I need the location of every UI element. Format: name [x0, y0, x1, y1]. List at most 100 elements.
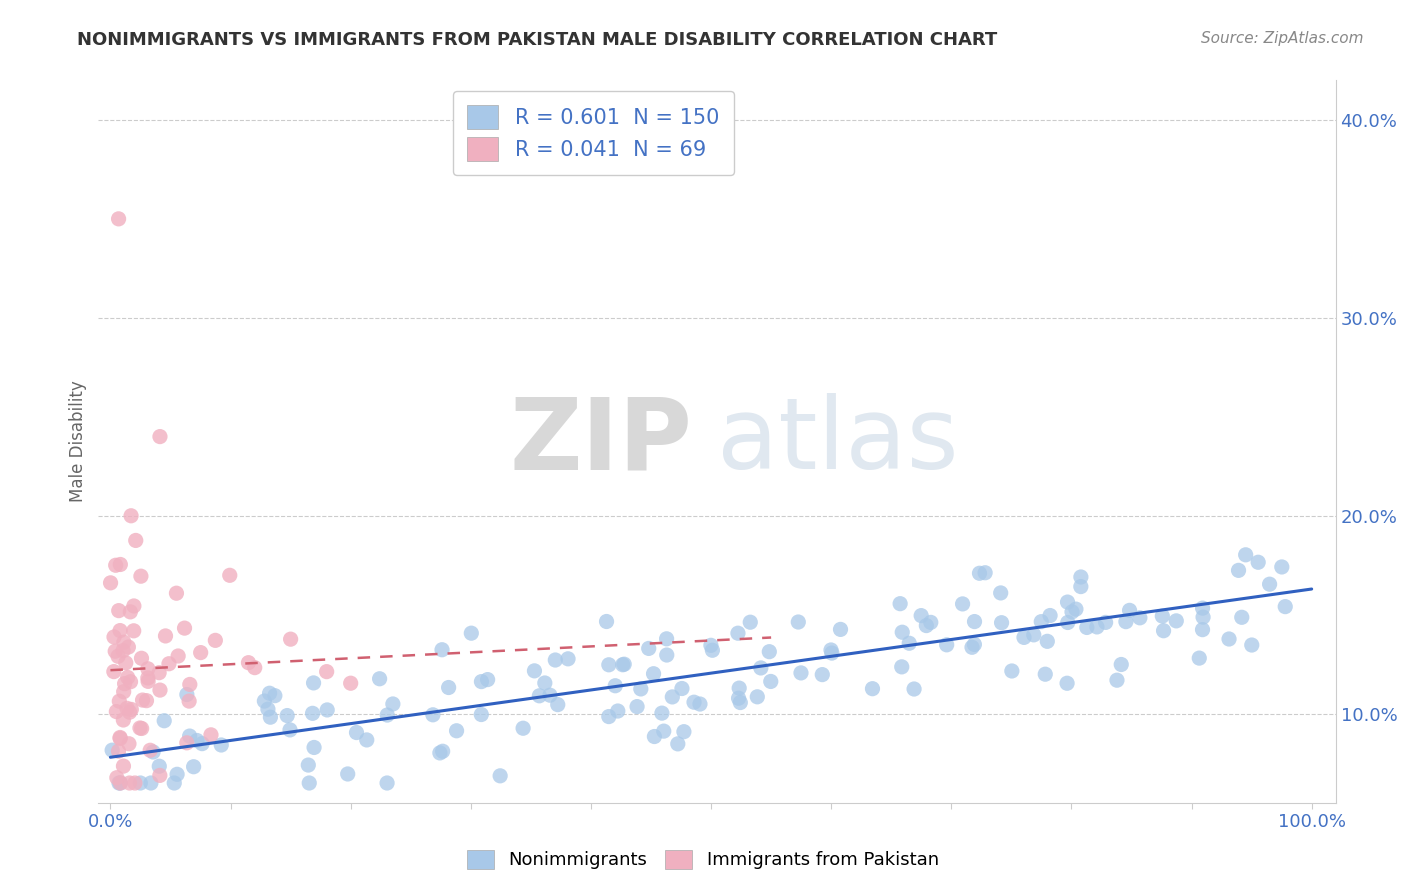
Point [595, 615, 617, 629]
Point [186, 733, 208, 747]
Point [148, 759, 170, 773]
Point [730, 696, 752, 710]
Point [173, 621, 195, 635]
Point [820, 643, 842, 657]
Point [120, 674, 142, 689]
Point [432, 744, 454, 758]
Point [108, 694, 131, 708]
Point [862, 681, 884, 696]
Point [1166, 614, 1188, 628]
Point [890, 660, 912, 674]
Point [176, 688, 198, 702]
Point [115, 701, 138, 715]
Point [637, 641, 659, 656]
Point [243, 660, 266, 674]
Point [683, 695, 706, 709]
Point [661, 690, 683, 704]
Text: ZIP: ZIP [509, 393, 692, 490]
Point [1094, 615, 1116, 630]
Point [107, 211, 129, 226]
Point [107, 744, 129, 758]
Point [1240, 638, 1263, 652]
Point [969, 566, 991, 581]
Point [105, 771, 128, 785]
Point [238, 656, 260, 670]
Point [149, 683, 172, 698]
Point [891, 625, 914, 640]
Point [276, 708, 298, 723]
Point [1153, 624, 1175, 638]
Point [643, 730, 665, 744]
Point [651, 706, 673, 720]
Point [218, 568, 240, 582]
Point [103, 665, 125, 679]
Point [1022, 628, 1045, 642]
Point [167, 648, 190, 663]
Point [1085, 620, 1108, 634]
Point [1001, 664, 1024, 678]
Point [489, 769, 512, 783]
Point [1274, 599, 1296, 614]
Point [460, 626, 482, 640]
Point [598, 657, 620, 672]
Point [191, 737, 214, 751]
Point [139, 776, 162, 790]
Point [315, 665, 337, 679]
Point [118, 737, 141, 751]
Y-axis label: Male Disability: Male Disability [69, 381, 87, 502]
Point [910, 608, 932, 623]
Point [117, 640, 139, 654]
Point [125, 533, 148, 548]
Point [422, 707, 444, 722]
Point [108, 731, 131, 746]
Point [118, 705, 141, 719]
Point [120, 605, 142, 619]
Point [166, 767, 188, 781]
Point [1271, 560, 1294, 574]
Point [131, 651, 153, 665]
Point [727, 691, 749, 706]
Point [114, 676, 136, 690]
Point [204, 633, 226, 648]
Point [1064, 602, 1087, 616]
Point [727, 626, 749, 640]
Point [557, 652, 579, 666]
Point [1191, 601, 1213, 615]
Point [110, 558, 132, 572]
Point [112, 635, 135, 649]
Point [963, 615, 986, 629]
Point [135, 693, 157, 707]
Point [280, 632, 302, 647]
Point [811, 667, 834, 681]
Point [702, 643, 724, 657]
Point [302, 740, 325, 755]
Point [1258, 577, 1281, 591]
Point [200, 728, 222, 742]
Point [148, 665, 170, 680]
Point [110, 776, 132, 790]
Point [889, 597, 911, 611]
Point [1118, 603, 1140, 617]
Point [112, 713, 135, 727]
Point [108, 731, 131, 745]
Legend: Nonimmigrants, Immigrants from Pakistan: Nonimmigrants, Immigrants from Pakistan [458, 841, 948, 879]
Point [655, 632, 678, 646]
Point [179, 729, 201, 743]
Point [830, 623, 852, 637]
Point [747, 690, 769, 704]
Point [100, 575, 122, 590]
Point [613, 657, 636, 672]
Point [523, 664, 546, 678]
Point [1191, 623, 1213, 637]
Point [179, 694, 201, 708]
Point [375, 776, 398, 790]
Point [666, 737, 689, 751]
Point [166, 586, 188, 600]
Point [630, 681, 652, 696]
Point [183, 760, 205, 774]
Point [339, 676, 361, 690]
Point [1070, 580, 1092, 594]
Point [652, 724, 675, 739]
Point [136, 662, 159, 676]
Point [1056, 615, 1078, 630]
